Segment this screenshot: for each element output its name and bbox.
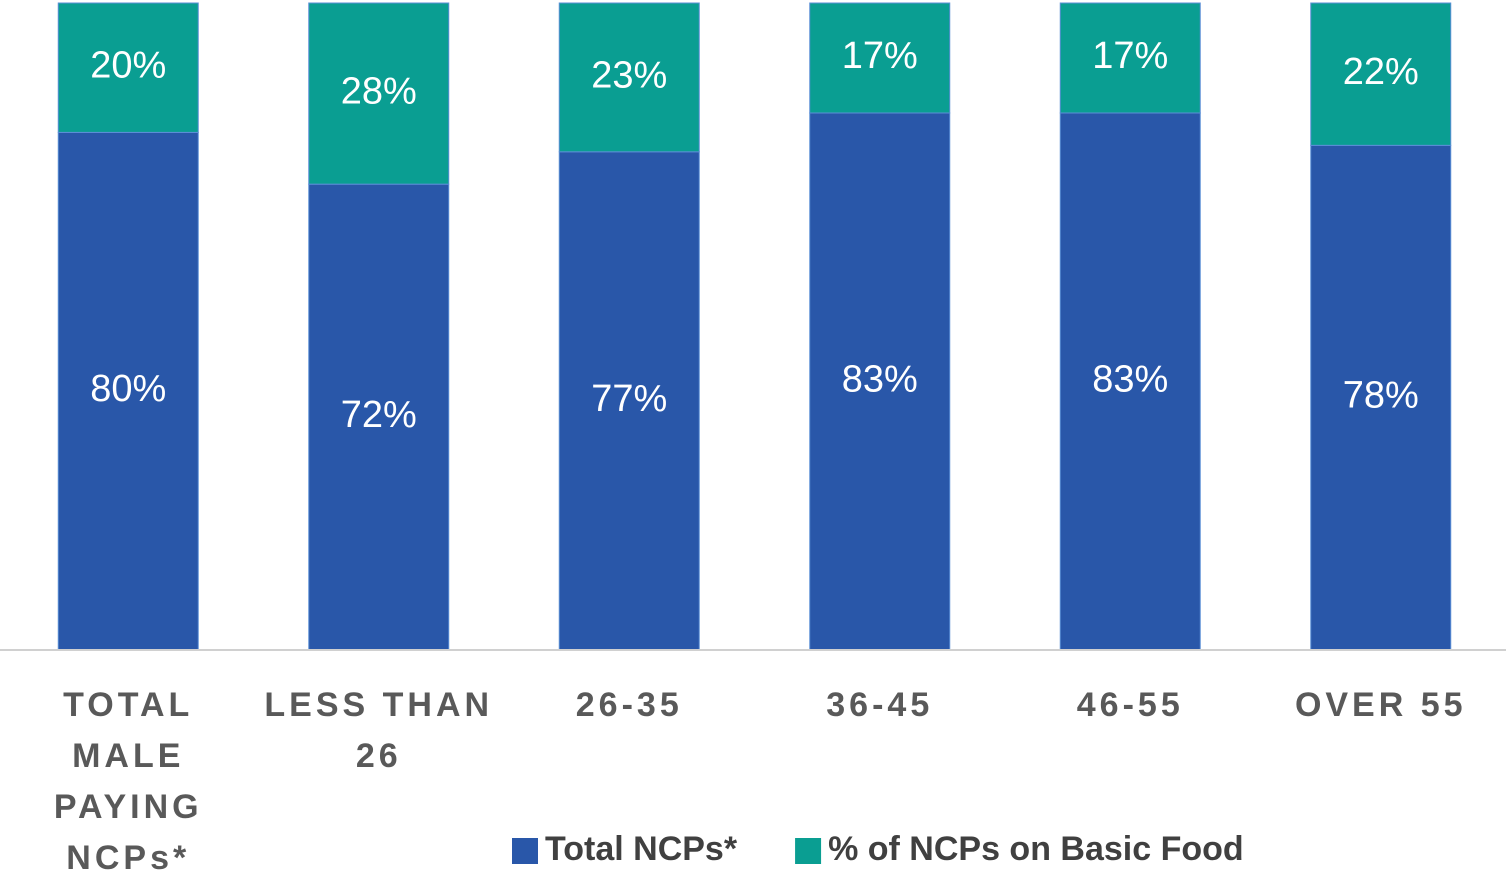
data-label: 17%	[1092, 35, 1168, 77]
legend-label: % of NCPs on Basic Food	[828, 830, 1244, 868]
legend-swatch	[512, 838, 538, 864]
data-label: 23%	[591, 54, 667, 96]
data-label: 77%	[591, 378, 667, 420]
bar-segment	[558, 2, 700, 153]
bar-segment	[809, 2, 951, 114]
bar-segment	[809, 112, 951, 651]
x-tick-label: 26-35	[575, 686, 683, 724]
bar-segment	[1059, 2, 1201, 114]
x-tick-label: 36-45	[826, 686, 934, 724]
data-label: 83%	[842, 359, 918, 401]
data-label: 83%	[1092, 359, 1168, 401]
bar-segment	[1310, 144, 1452, 651]
legend-label: Total NCPs*	[545, 830, 738, 868]
data-label: 17%	[842, 35, 918, 77]
bar-segment	[1059, 112, 1201, 651]
bar-segment	[558, 151, 700, 651]
x-tick-label: TOTAL MALE PAYING NCPs*	[53, 686, 203, 877]
bar-segment	[308, 2, 450, 185]
x-tick-label: 46-55	[1076, 686, 1184, 724]
bar-segment	[1310, 2, 1452, 146]
bar-segment	[57, 131, 199, 651]
data-label: 78%	[1343, 375, 1419, 417]
data-label: 22%	[1343, 51, 1419, 93]
data-label: 80%	[90, 368, 166, 410]
data-label: 28%	[341, 71, 417, 113]
x-tick-label: LESS THAN 26	[264, 686, 494, 775]
bar-segment	[308, 183, 450, 651]
x-tick-label: OVER 55	[1294, 686, 1467, 724]
legend-swatch	[795, 838, 822, 864]
data-label: 72%	[341, 394, 417, 436]
bar-segment	[57, 2, 199, 133]
data-label: 20%	[90, 45, 166, 87]
